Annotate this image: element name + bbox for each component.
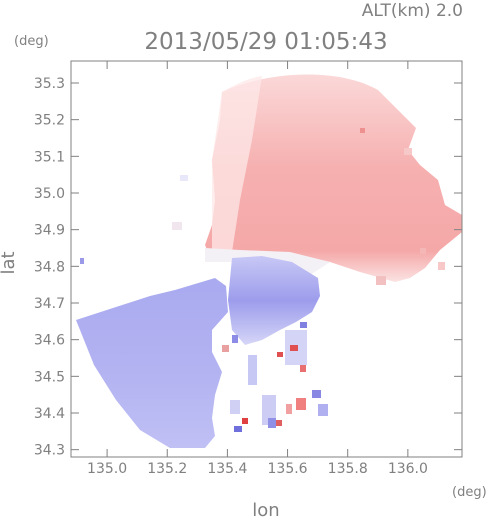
y-tick-label: 34.4 <box>34 406 65 422</box>
y-tick-label: 35.0 <box>34 186 65 202</box>
x-tick-label: 135.0 <box>87 461 127 477</box>
y-tick-label: 34.3 <box>34 443 65 459</box>
x-tick-label: 135.6 <box>268 461 308 477</box>
y-tick-label: 35.1 <box>34 149 65 165</box>
pale-band <box>212 76 262 256</box>
y-tick-label: 34.7 <box>34 296 65 312</box>
y-tick-label: 35.2 <box>34 113 65 129</box>
positive-velocity-region <box>205 74 462 282</box>
x-tick-label: 135.2 <box>147 461 187 477</box>
altitude-label: ALT(km) 2.0 <box>362 1 463 21</box>
x-tick-label: 135.8 <box>328 461 368 477</box>
x-axis-label: lon <box>252 500 279 521</box>
y-tick-label: 34.6 <box>34 333 65 349</box>
x-unit-label: (deg) <box>452 485 487 500</box>
y-unit-label: (deg) <box>14 34 49 49</box>
x-tick-label: 136.0 <box>388 461 428 477</box>
y-tick-label: 35.3 <box>34 76 65 92</box>
negative-velocity-core <box>228 256 320 345</box>
y-tick-label: 34.5 <box>34 369 65 385</box>
scattered-echoes <box>80 128 445 432</box>
radar-echo-field <box>76 74 462 448</box>
timestamp-title: 2013/05/29 01:05:43 <box>144 29 387 55</box>
y-axis-ticks: 34.3 34.4 34.5 34.6 34.7 34.8 34.9 35.0 35.1 35.2… <box>34 76 462 459</box>
y-tick-label: 34.8 <box>34 259 65 275</box>
y-axis-label: lat <box>0 251 19 274</box>
negative-velocity-region <box>76 278 228 448</box>
plot-frame <box>70 60 463 458</box>
y-tick-label: 34.9 <box>34 223 65 239</box>
x-tick-label: 135.4 <box>207 461 247 477</box>
x-axis-ticks: 135.0 135.2 135.4 135.6 135.8 136.0 <box>87 61 428 477</box>
